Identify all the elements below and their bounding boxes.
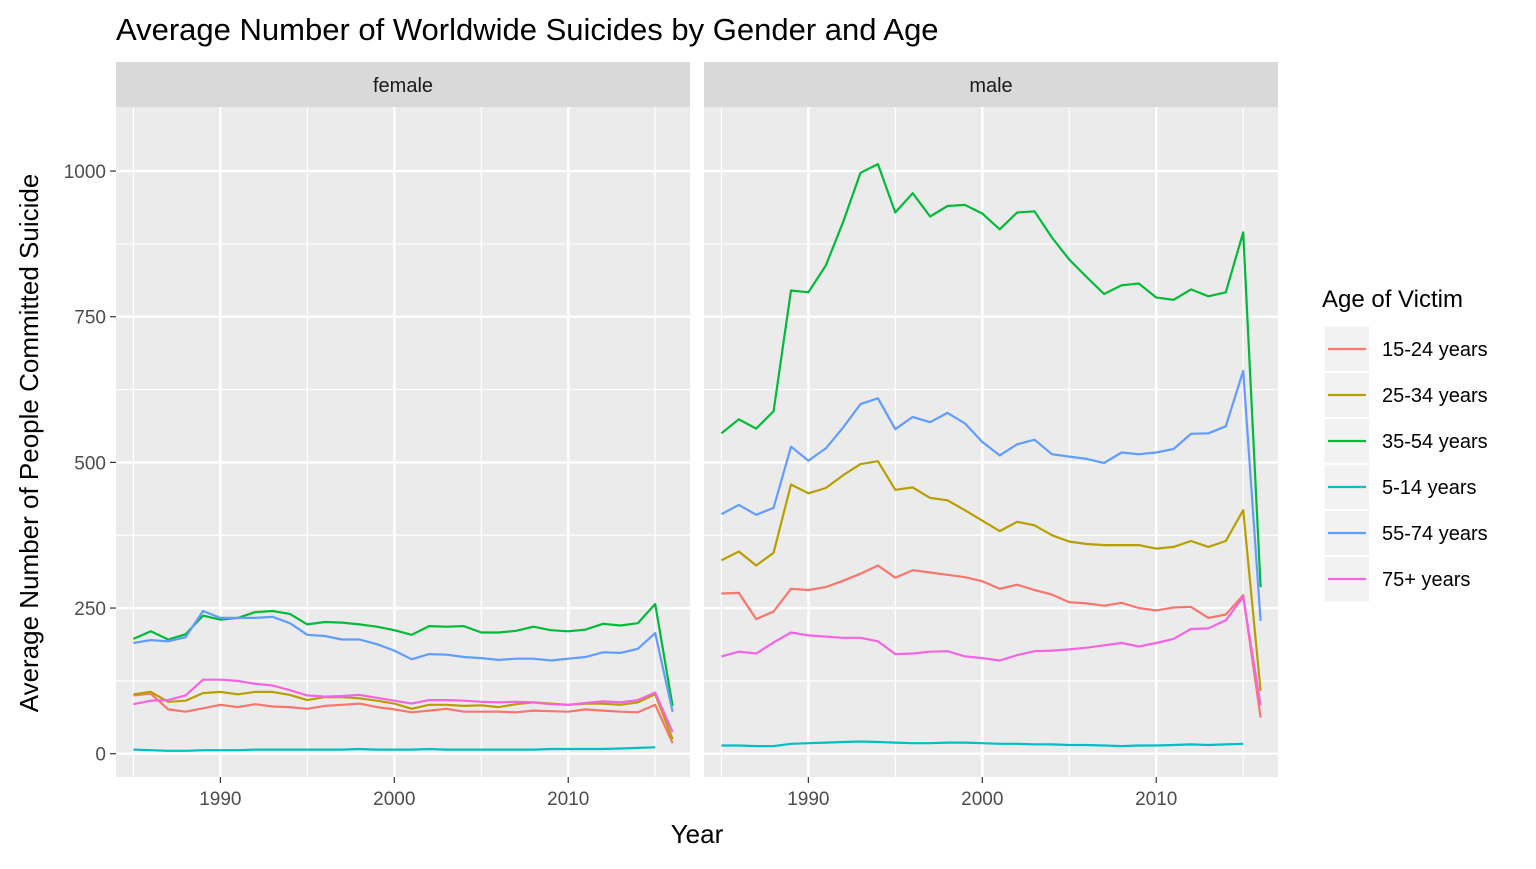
y-tick-label: 1000	[64, 162, 106, 183]
legend-item: 75+ years	[1323, 555, 1470, 603]
legend-label: 25-34 years	[1382, 385, 1488, 407]
legend-label: 55-74 years	[1382, 523, 1488, 545]
series-line-55-74-years	[720, 369, 1262, 621]
series-line-15-24-years	[721, 564, 1262, 718]
facet-strip-label: male	[969, 75, 1012, 97]
legend-item: 35-54 years	[1323, 417, 1488, 465]
x-tick-label: 2000	[373, 789, 415, 810]
chart-title: Average Number of Worldwide Suicides by …	[116, 12, 939, 47]
facet-panels: female 0 250 500 750 1000 1990 2000 2010 male 1990…	[64, 62, 1278, 810]
y-tick-label: 750	[74, 308, 106, 329]
x-tick-label: 1990	[199, 789, 241, 810]
series-line-5-14-years	[721, 740, 1244, 748]
series-line-75plus-years	[721, 595, 1262, 706]
y-tick-label: 250	[74, 599, 106, 620]
y-tick-label: 0	[95, 745, 106, 766]
series-line-75plus-years	[133, 678, 674, 733]
plot-background	[116, 107, 690, 777]
legend: Age of Victim 15-24 years 25-34 years 35-5…	[1322, 286, 1488, 603]
plot-background	[704, 107, 1278, 777]
x-tick-label: 2000	[961, 789, 1003, 810]
series-line-35-54-years	[720, 163, 1262, 588]
x-axis-label: Year	[671, 819, 724, 849]
series-line-15-24-years	[133, 692, 674, 744]
legend-label: 5-14 years	[1382, 477, 1477, 499]
x-tick-label: 2010	[1135, 789, 1177, 810]
legend-label: 35-54 years	[1382, 431, 1488, 453]
series-line-35-54-years	[132, 602, 674, 707]
facet-strip-label: female	[373, 75, 433, 97]
legend-label: 75+ years	[1382, 569, 1470, 591]
y-tick-label: 500	[74, 453, 106, 474]
legend-item: 55-74 years	[1323, 509, 1488, 557]
y-axis-label: Average Number of People Committed Suici…	[14, 174, 44, 713]
x-tick-label: 1990	[787, 789, 829, 810]
panel-female: female 0 250 500 750 1000 1990 2000 2010	[64, 62, 690, 810]
series-line-25-34-years	[720, 460, 1262, 691]
panel-male: male 1990 2000 2010	[704, 62, 1278, 810]
facet-strip	[704, 62, 1278, 107]
legend-label: 15-24 years	[1382, 339, 1488, 361]
legend-title: Age of Victim	[1322, 286, 1463, 313]
legend-item: 25-34 years	[1323, 371, 1488, 419]
legend-item: 15-24 years	[1323, 325, 1488, 373]
x-tick-label: 2010	[547, 789, 589, 810]
legend-item: 5-14 years	[1323, 463, 1477, 511]
legend-items: 15-24 years 25-34 years 35-54 years 5-14 ye…	[1323, 325, 1488, 603]
facet-strip	[116, 62, 690, 107]
series-line-5-14-years	[133, 746, 656, 752]
series-line-55-74-years	[133, 609, 674, 712]
